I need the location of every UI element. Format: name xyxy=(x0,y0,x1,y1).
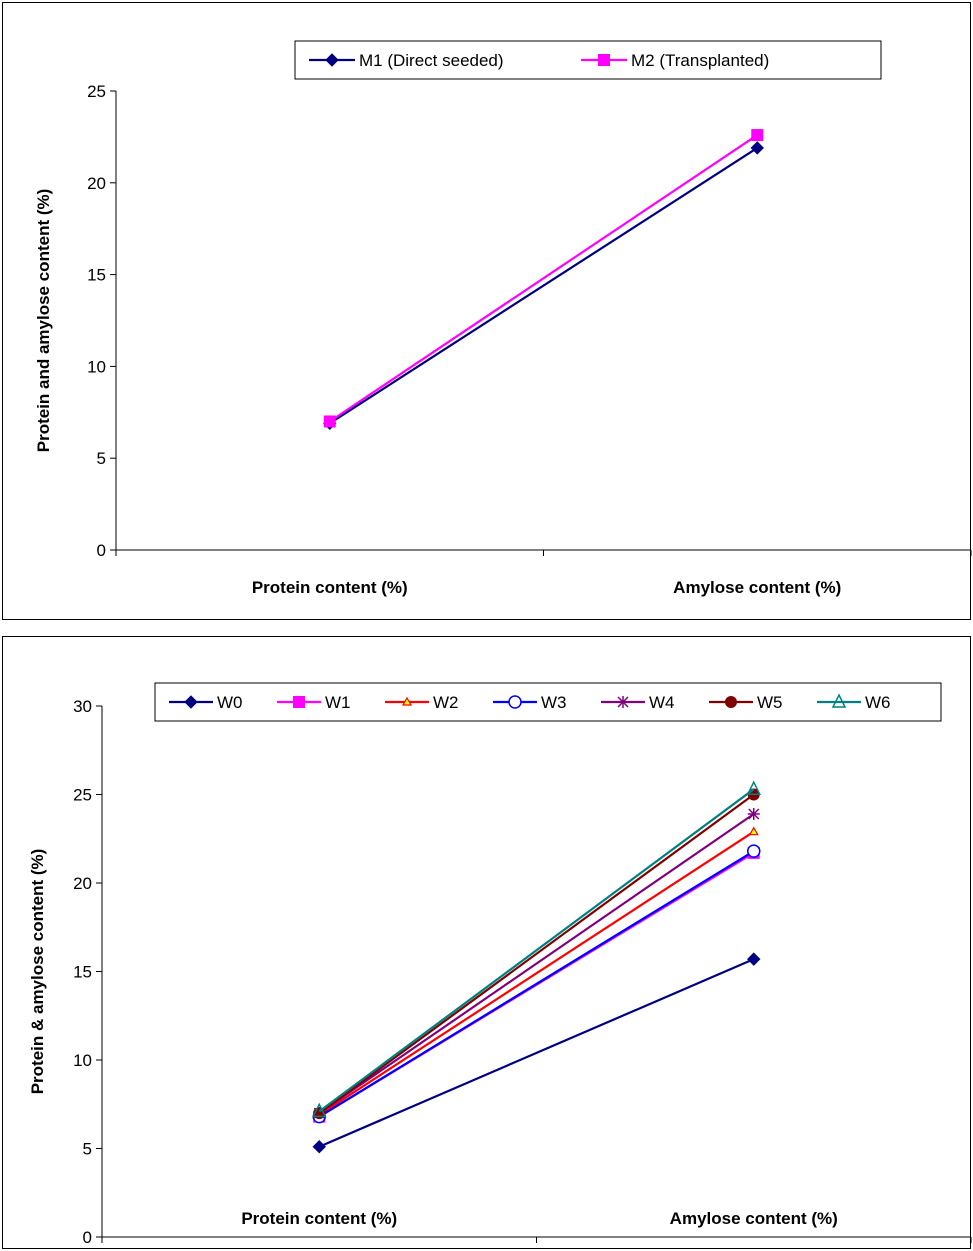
y-tick-label: 10 xyxy=(73,1051,92,1070)
series-w3 xyxy=(312,844,761,1124)
legend-marker xyxy=(508,695,522,709)
data-point xyxy=(750,141,764,155)
legend-label: M2 (Transplanted) xyxy=(631,51,769,70)
legend-label: W0 xyxy=(217,693,243,712)
chart-weed-svg: 0 5 10 15 20 25 30 Protein content (%) Amylose c… xyxy=(28,682,972,1247)
x-category-label: Amylose content (%) xyxy=(670,1209,838,1228)
x-category-label: Amylose content (%) xyxy=(673,578,841,597)
y-tick-label: 5 xyxy=(83,1140,92,1159)
y-tick-label: 15 xyxy=(73,963,92,982)
series-m2 xyxy=(323,129,764,428)
data-point xyxy=(312,1140,326,1154)
legend-marker xyxy=(617,696,629,708)
chart-method-svg: 0 5 10 15 20 25 Protein content (%) Amylose con… xyxy=(34,40,972,597)
legend-marker xyxy=(184,695,198,709)
series-line xyxy=(318,793,755,1114)
y-tick-label: 20 xyxy=(73,874,92,893)
series-m1 xyxy=(323,141,764,431)
y-axis-title: Protein & amylose content (%) xyxy=(28,849,47,1095)
series-w5 xyxy=(313,788,760,1120)
y-tick-label: 0 xyxy=(83,1228,92,1247)
legend: W0 W1 W2 W3 W4 W5 W6 xyxy=(154,682,942,722)
legend-marker xyxy=(725,696,737,708)
data-point xyxy=(746,780,761,795)
series-w2 xyxy=(314,826,759,1119)
x-category-label: Protein content (%) xyxy=(241,1209,397,1228)
series-line xyxy=(318,958,755,1148)
y-axis-title: Protein and amylose content (%) xyxy=(34,189,53,453)
series-w0 xyxy=(312,952,761,1154)
legend-marker xyxy=(401,696,413,706)
series-line xyxy=(329,146,758,425)
y-tick-label: 5 xyxy=(97,449,106,468)
y-tick-label: 30 xyxy=(73,697,92,716)
legend-marker xyxy=(598,54,610,66)
data-point xyxy=(323,415,336,428)
data-point xyxy=(747,807,760,820)
series-w4 xyxy=(313,807,760,1120)
series-line xyxy=(318,830,755,1116)
legend-label: W5 xyxy=(757,693,783,712)
legend-label: W3 xyxy=(541,693,567,712)
data-point xyxy=(312,1102,327,1118)
series-w6 xyxy=(312,780,761,1118)
x-category-label: Protein content (%) xyxy=(252,578,408,597)
series-line xyxy=(329,134,758,423)
chart-panel-weed: 0 5 10 15 20 25 30 Protein content (%) Amylose c… xyxy=(2,636,972,1249)
legend-marker xyxy=(293,696,305,708)
y-tick-label: 25 xyxy=(87,82,106,101)
series-line xyxy=(318,813,755,1115)
chart-panel-method: 0 5 10 15 20 25 Protein content (%) Amylose con… xyxy=(2,2,972,620)
series-line xyxy=(318,850,755,1118)
legend-label: M1 (Direct seeded) xyxy=(359,51,504,70)
legend-marker xyxy=(325,53,339,67)
series-line xyxy=(318,788,755,1113)
legend-label: W4 xyxy=(649,693,675,712)
legend-label: W6 xyxy=(865,693,891,712)
legend-label: W1 xyxy=(325,693,351,712)
y-tick-label: 25 xyxy=(73,786,92,805)
legend: M1 (Direct seeded) M2 (Transplanted) xyxy=(294,40,882,80)
y-tick-label: 0 xyxy=(97,541,106,560)
y-tick-label: 10 xyxy=(87,357,106,376)
legend-marker xyxy=(831,693,847,708)
data-point xyxy=(751,129,764,142)
y-tick-label: 20 xyxy=(87,174,106,193)
data-point xyxy=(748,826,759,836)
legend-label: W2 xyxy=(433,693,459,712)
data-point xyxy=(747,844,761,858)
y-tick-label: 15 xyxy=(87,266,106,285)
data-point xyxy=(747,952,761,966)
